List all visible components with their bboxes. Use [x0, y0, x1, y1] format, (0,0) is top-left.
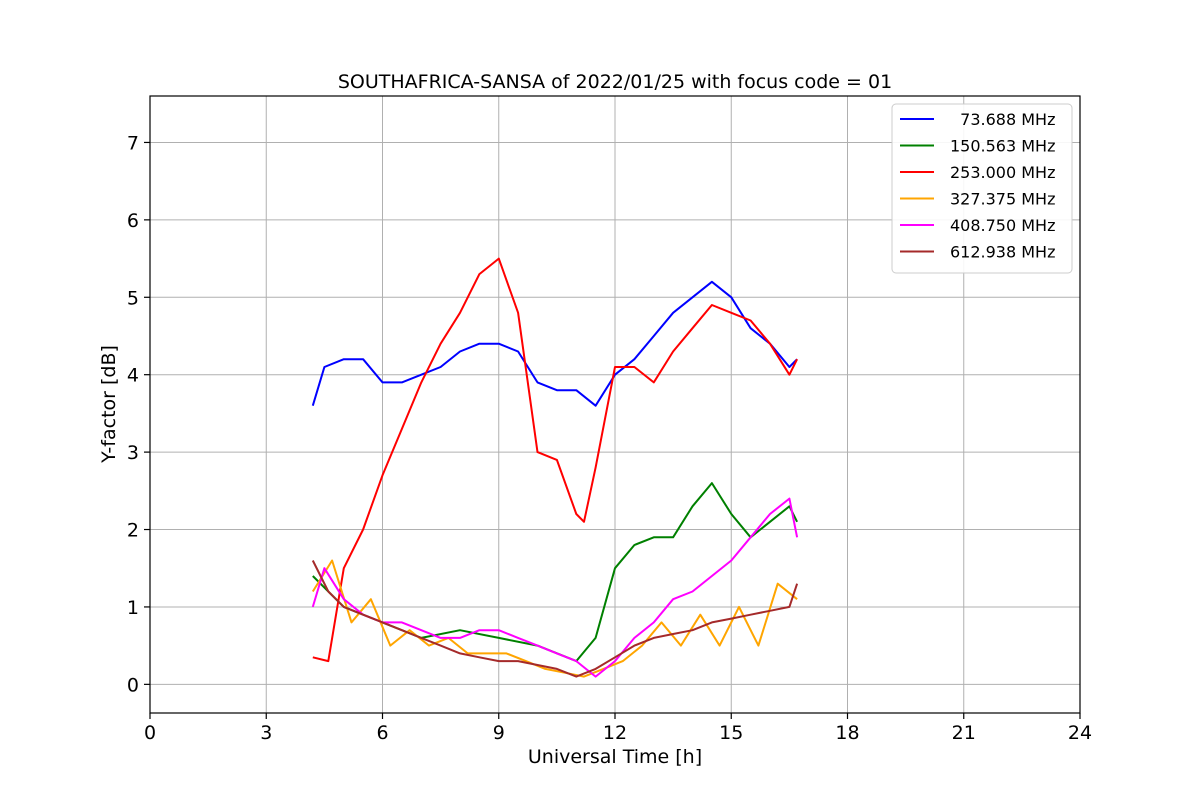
x-tick-label: 24 [1068, 722, 1092, 744]
series-line-3 [311, 559, 798, 678]
x-axis: 0 3 6 9 12 15 18 21 24 [144, 713, 1092, 744]
legend-label: 73.688 MHz [950, 110, 1055, 129]
x-tick-label: 9 [493, 722, 505, 744]
legend-label: 612.938 MHz [950, 243, 1055, 262]
y-tick-label: 0 [127, 674, 139, 696]
legend-label: 327.375 MHz [950, 190, 1055, 209]
chart-title: SOUTHAFRICA-SANSA of 2022/01/25 with foc… [338, 71, 892, 93]
x-axis-title: Universal Time [h] [528, 746, 702, 768]
series-line-2 [312, 257, 798, 663]
y-axis: 0 1 2 3 4 5 6 7 [127, 132, 150, 696]
legend-label: 150.563 MHz [950, 137, 1055, 156]
y-tick-label: 3 [127, 442, 139, 464]
legend-label: 253.000 MHz [950, 163, 1055, 182]
y-tick-label: 7 [127, 132, 139, 154]
series-line-4 [311, 497, 799, 678]
y-tick-label: 6 [127, 210, 139, 232]
x-tick-label: 6 [376, 722, 388, 744]
y-tick-label: 1 [127, 597, 139, 619]
y-tick-label: 4 [127, 365, 139, 387]
x-tick-label: 15 [719, 722, 743, 744]
legend-box [891, 103, 1073, 274]
x-tick-label: 21 [952, 722, 976, 744]
x-tick-label: 12 [603, 722, 627, 744]
series-line-5 [311, 560, 799, 678]
legend-label: 408.750 MHz [950, 216, 1055, 235]
series-line-1 [312, 482, 798, 663]
x-tick-label: 0 [144, 722, 156, 744]
series-line-0 [311, 280, 798, 407]
y-tick-label: 5 [127, 287, 139, 309]
legend: 73.688 MHz 150.563 MHz 253.000 MHz 327.375 … [891, 103, 1073, 274]
x-tick-label: 3 [260, 722, 272, 744]
x-tick-label: 18 [835, 722, 859, 744]
series-layer [311, 257, 799, 678]
y-axis-title: Y-factor [dB] [98, 345, 120, 464]
y-tick-label: 2 [127, 520, 139, 542]
